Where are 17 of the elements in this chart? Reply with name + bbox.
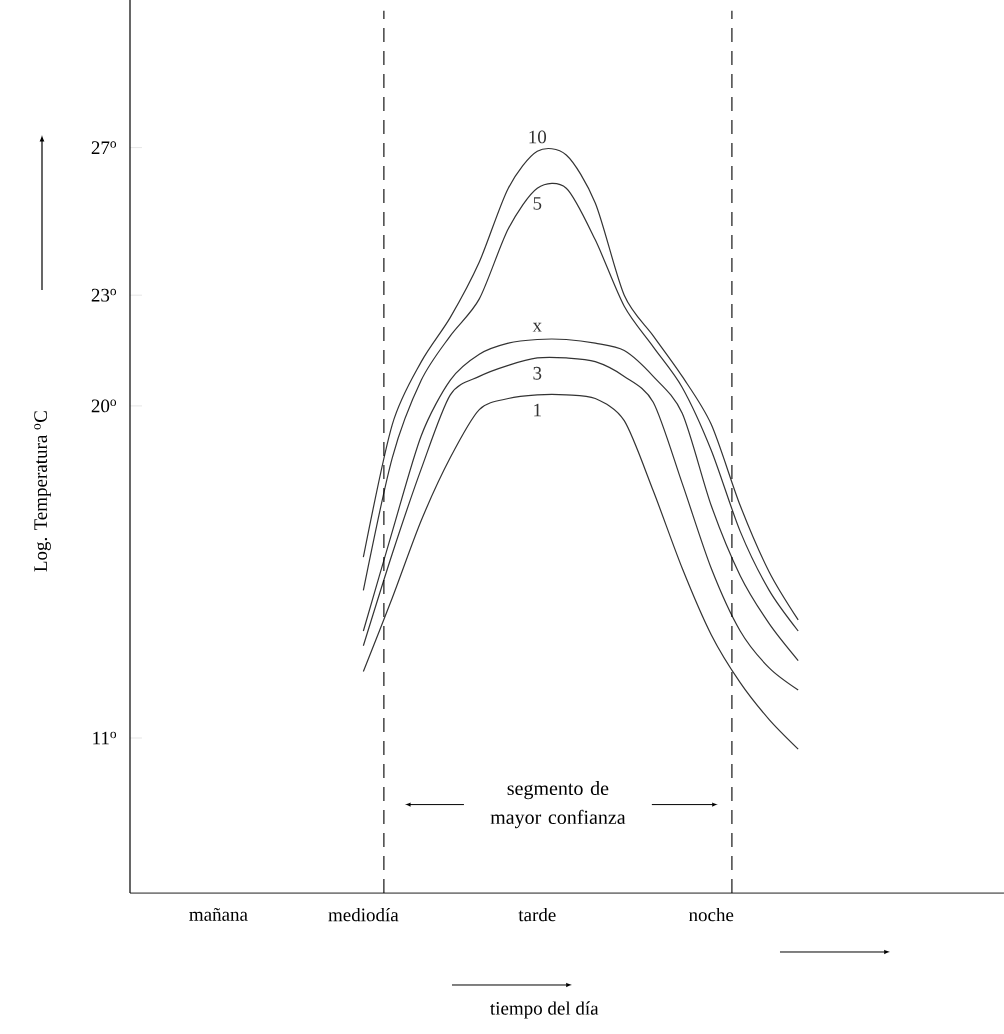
- y-tick-label: 27$^{o}$: [91, 141, 117, 154]
- y-axis-title: Log. Temperatura $^{o}$C: [34, 411, 51, 572]
- y-tick-label: 11$^{o}$: [93, 731, 117, 745]
- x-tick-label: mediodía: [328, 907, 399, 922]
- line-series: [362, 393, 799, 750]
- x-tick-label: mañana: [189, 907, 248, 921]
- annotation: segmento de mayor confianza: [490, 780, 626, 829]
- x-tick-label: tarde: [518, 907, 556, 922]
- series-label: 3: [533, 366, 542, 380]
- series-label: x: [532, 322, 542, 332]
- series-label: 1: [534, 403, 541, 417]
- series-label: 5: [533, 197, 542, 210]
- series-label: 10: [529, 130, 547, 144]
- x-axis-title: tiempo del día: [490, 1001, 599, 1019]
- y-tick-label: 23$^{o}$: [91, 288, 117, 302]
- x-tick-label: noche: [688, 907, 734, 922]
- y-tick-label: 20$^{o}$: [91, 399, 117, 413]
